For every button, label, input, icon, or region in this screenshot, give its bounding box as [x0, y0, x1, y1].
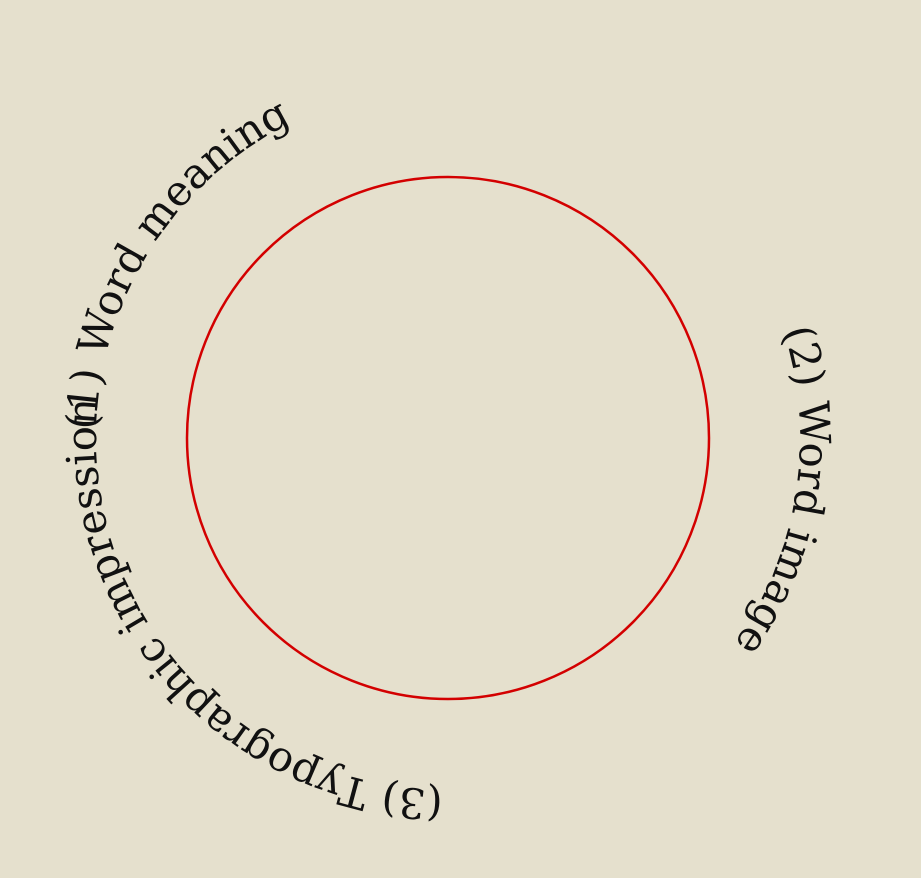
label-word-meaning: (1) Word meaning — [57, 88, 297, 430]
center-circle — [185, 175, 711, 701]
label-word-image: (2) Word image — [726, 319, 840, 665]
label-typographic-impression-text: (3) Typographic impression — [57, 396, 444, 829]
label-word-image-text: (2) Word image — [726, 319, 840, 665]
label-word-meaning-text: (1) Word meaning — [57, 88, 297, 430]
label-typographic-impression: (3) Typographic impression — [57, 396, 444, 829]
